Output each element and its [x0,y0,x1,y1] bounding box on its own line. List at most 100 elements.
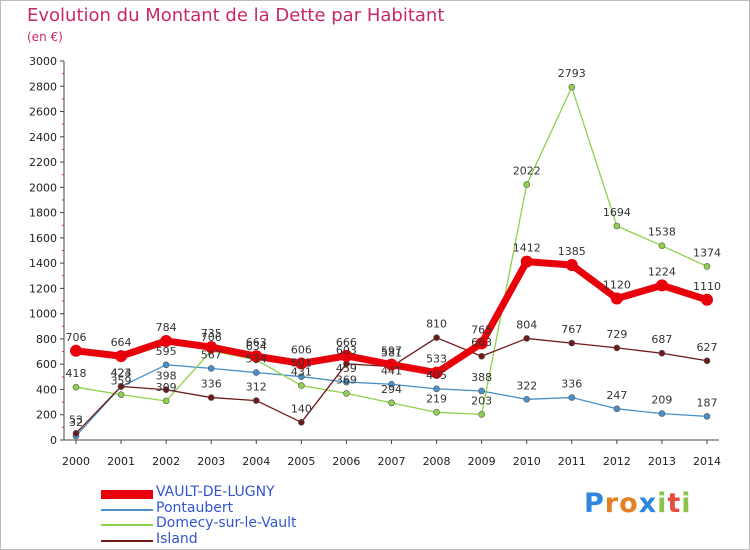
data-label-2: 2022 [513,165,541,178]
data-label-0: 1120 [603,279,631,292]
data-point-1 [568,394,576,401]
data-point-2 [388,399,395,407]
y-tick-label: 3000 [29,55,57,68]
legend-label-island: Island [156,531,198,547]
y-tick-label: 0 [50,434,57,447]
data-point-3 [613,344,621,352]
data-label-0: 735 [201,327,222,340]
data-point-0 [385,358,398,371]
data-label-0: 663 [246,336,267,349]
data-label-1: 441 [381,364,402,377]
data-label-3: 729 [606,328,627,341]
data-label-1: 534 [246,353,267,366]
data-point-0 [340,349,353,362]
data-label-2: 219 [426,392,447,405]
logo-letter: x [638,488,658,519]
data-label-3: 140 [291,402,312,415]
data-label-0: 606 [291,343,312,356]
x-tick-label: 2002 [152,455,180,468]
data-point-2 [478,411,485,418]
data-label-3: 424 [111,366,132,379]
data-label-3: 627 [697,341,718,354]
logo-letter: i [681,488,692,519]
legend-label-vault-de-lugny: VAULT-DE-LUGNY [156,484,275,500]
data-point-3 [252,397,260,404]
data-label-2: 634 [246,340,267,353]
chart-title: Evolution du Montant de la Dette par Hab… [27,5,445,26]
data-label-2: 309 [156,381,177,394]
legend-swatch-island [101,540,153,542]
data-point-1 [703,413,711,420]
data-label-1: 322 [516,379,537,392]
data-label-0: 1385 [558,245,586,258]
data-label-2: 359 [111,375,132,388]
logo-letter: P [584,488,605,519]
y-tick-label: 2400 [29,131,57,144]
data-label-0: 784 [156,321,177,334]
data-label-2: 431 [291,366,312,379]
data-label-1: 459 [336,362,357,375]
x-tick-label: 2014 [693,455,721,468]
data-label-1: 187 [697,396,718,409]
data-label-3: 663 [471,336,492,349]
data-label-0: 706 [66,331,87,344]
data-point-2 [72,383,80,391]
chart-subtitle: (en €) [27,30,63,44]
x-tick-label: 2007 [378,455,406,468]
data-point-3 [117,383,125,390]
data-point-3 [568,339,576,347]
legend-label-pontaubert: Pontaubert [156,500,234,516]
y-tick-label: 1000 [29,308,57,321]
data-label-2: 2793 [558,67,586,80]
data-label-1: 32 [69,416,83,429]
data-point-0 [250,350,263,363]
y-tick-label: 1200 [29,282,57,295]
data-label-2: 706 [201,331,222,344]
x-tick-label: 2001 [107,455,135,468]
x-tick-label: 2004 [242,455,270,468]
data-point-0 [205,341,218,354]
data-label-0: 765 [471,323,492,336]
x-tick-label: 2013 [648,455,676,468]
data-point-0 [701,293,713,306]
data-point-3 [298,419,305,426]
x-tick-label: 2003 [197,455,225,468]
legend-label-domecy: Domecy-sur-le-Vault [156,515,297,531]
x-tick-label: 2000 [62,455,90,468]
data-point-3 [703,357,711,365]
logo-letter: o [619,488,639,519]
data-point-0 [655,279,668,292]
data-label-1: 209 [651,394,672,407]
y-tick-label: 600 [36,358,57,371]
data-point-1 [658,410,666,417]
data-point-0 [520,255,533,268]
x-tick-label: 2012 [603,455,631,468]
data-label-1: 336 [561,378,582,391]
data-label-3: 398 [156,370,177,383]
data-label-3: 810 [426,318,447,331]
data-label-2: 1694 [603,206,631,219]
proxiti-logo: Proxiti [584,488,692,519]
x-tick-label: 2011 [558,455,586,468]
logo-letter: i [657,488,668,519]
data-point-2 [117,391,125,398]
data-point-1 [433,385,440,393]
data-label-1: 595 [156,345,177,358]
data-label-3: 603 [336,344,357,357]
data-label-2: 1538 [648,226,676,239]
data-point-0 [610,292,623,305]
data-point-0 [475,337,488,350]
data-label-2: 294 [381,383,402,396]
y-tick-label: 2200 [29,156,57,169]
data-label-3: 767 [561,323,582,336]
logo-letter: r [604,488,620,519]
data-point-3 [523,335,531,342]
x-tick-label: 2008 [423,455,451,468]
data-point-0 [565,259,578,272]
data-point-1 [207,365,215,372]
data-point-2 [523,181,531,188]
data-point-3 [433,334,440,341]
y-tick-label: 400 [36,383,57,396]
y-tick-label: 1600 [29,232,57,245]
